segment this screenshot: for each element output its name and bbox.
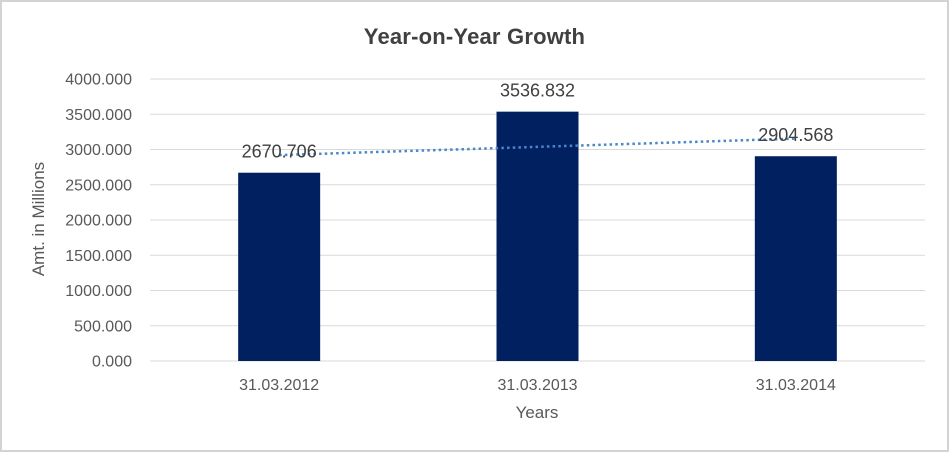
y-tick-label: 0.000 xyxy=(92,354,132,371)
y-tick-label: 3000.000 xyxy=(65,142,132,159)
bar-data-label: 2904.568 xyxy=(758,125,833,145)
y-tick-label: 2000.000 xyxy=(65,213,132,230)
bar xyxy=(754,156,837,361)
x-category-label: 31.03.2014 xyxy=(756,377,836,394)
y-tick-label: 1500.000 xyxy=(65,248,132,265)
chart-title: Year-on-Year Growth xyxy=(363,24,586,49)
bar-data-label: 3536.832 xyxy=(500,81,575,101)
bar-data-label: 2670.706 xyxy=(242,142,317,162)
y-tick-label: 3500.000 xyxy=(65,107,132,124)
y-tick-label: 4000.000 xyxy=(65,72,132,89)
bar xyxy=(496,111,579,361)
x-category-label: 31.03.2012 xyxy=(239,377,319,394)
bar xyxy=(238,172,321,361)
y-tick-label: 500.000 xyxy=(74,318,132,335)
y-tick-label: 1000.000 xyxy=(65,283,132,300)
y-tick-label: 2500.000 xyxy=(65,177,132,194)
trendline xyxy=(279,137,796,157)
x-category-label: 31.03.2013 xyxy=(497,377,577,394)
x-axis-title: Years xyxy=(515,403,559,422)
